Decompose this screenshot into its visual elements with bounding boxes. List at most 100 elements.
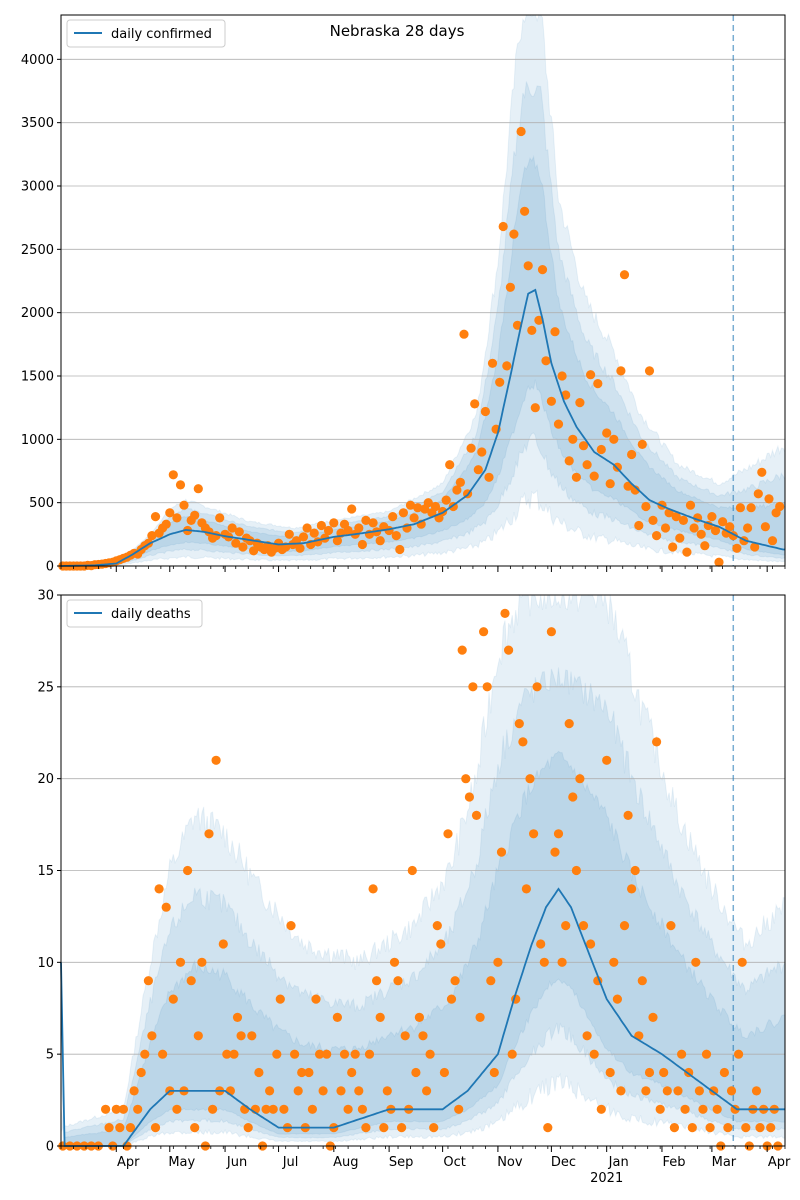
observed-point [498,221,508,232]
observed-point [634,520,644,531]
observed-point [172,1104,182,1114]
observed-point [168,470,178,480]
observed-point [578,441,589,451]
observed-point [208,1104,218,1114]
observed-point [147,1031,157,1041]
observed-point [504,645,514,655]
observed-point [509,229,519,239]
observed-point [619,270,630,280]
observed-point [609,957,619,967]
observed-point [741,1123,751,1133]
observed-point [750,542,760,552]
y-tick-label: 0 [46,560,54,575]
observed-point [172,513,182,523]
observed-point [480,406,490,417]
observed-point [430,501,441,512]
y-tick-label: 3500 [21,116,54,131]
observed-point [521,884,532,894]
observed-point [527,325,537,335]
observed-point [698,1104,708,1114]
observed-point [532,682,542,692]
observed-point [687,1123,697,1133]
observed-point [143,976,153,986]
observed-point [179,500,189,510]
observed-point [691,957,701,967]
observed-point [479,627,489,637]
observed-point [760,522,771,532]
observed-point [140,1049,150,1059]
observed-point [520,206,530,216]
x-tick-label: Mar [712,1155,737,1170]
y-tick-label: 0 [46,1140,54,1155]
x-tick-label: Jul [282,1155,299,1170]
observed-point [459,329,469,339]
confirmed-panel: 0 500 1000 1500 2000 2500 3000 3500 4000 Nebrask… [21,14,786,575]
observed-point [118,1104,128,1114]
x-year-label: 2021 [590,1171,623,1186]
observed-point [232,1012,243,1023]
observed-point [571,865,582,876]
median-line [60,887,785,1147]
observed-point [685,500,696,510]
observed-point [329,518,339,528]
observed-point [546,396,557,406]
observed-point [461,774,471,784]
y-tick-label: 500 [29,496,54,511]
observed-point [755,1123,765,1133]
x-tick-label: Dec [551,1155,576,1170]
observed-point [445,460,455,470]
observed-point [405,500,416,510]
observed-point [339,1049,350,1059]
observed-point [154,884,164,894]
observed-point [115,1123,125,1133]
observed-point [101,1104,111,1114]
y-tick-label: 2500 [21,243,54,258]
observed-point [411,1067,421,1078]
observed-point [767,536,778,546]
observed-point [455,477,465,487]
y-tick-label: 25 [37,680,54,695]
observed-point [557,957,567,967]
observed-point [133,1104,143,1114]
observed-point [623,810,633,821]
observed-point [550,327,560,337]
observed-point [391,531,401,541]
observed-point [247,1031,257,1041]
observed-point [743,523,753,533]
observed-point [537,265,548,275]
observed-point [372,976,382,986]
observed-point [675,533,685,543]
x-tick-label: Feb [662,1155,685,1170]
observed-point [757,467,767,477]
observed-point [536,939,546,949]
observed-point [641,501,651,512]
observed-point [471,810,482,821]
observed-point [627,884,637,894]
observed-point [439,1067,449,1078]
observed-point [596,1104,606,1114]
observed-point [254,1067,264,1078]
confirmed-x-axis [60,566,786,572]
observed-point [190,510,200,520]
confirmed-uncertainty-bands [60,14,786,567]
observed-point [364,1049,375,1059]
observed-point [589,471,599,481]
y-tick-label: 30 [37,589,54,604]
observed-point [475,1012,485,1023]
observed-point [678,515,689,526]
observed-point [586,370,596,380]
observed-point [652,531,662,541]
observed-point [436,939,446,949]
observed-point [530,403,540,413]
x-tick-label: Jan [608,1155,629,1170]
observed-point [316,520,326,531]
deaths-legend: daily deaths [66,599,203,628]
observed-point [637,439,647,449]
observed-point [147,531,157,541]
observed-point [605,1067,615,1078]
observed-point [204,829,214,839]
observed-point [158,1049,168,1059]
observed-point [550,847,560,857]
observed-point [612,994,623,1004]
